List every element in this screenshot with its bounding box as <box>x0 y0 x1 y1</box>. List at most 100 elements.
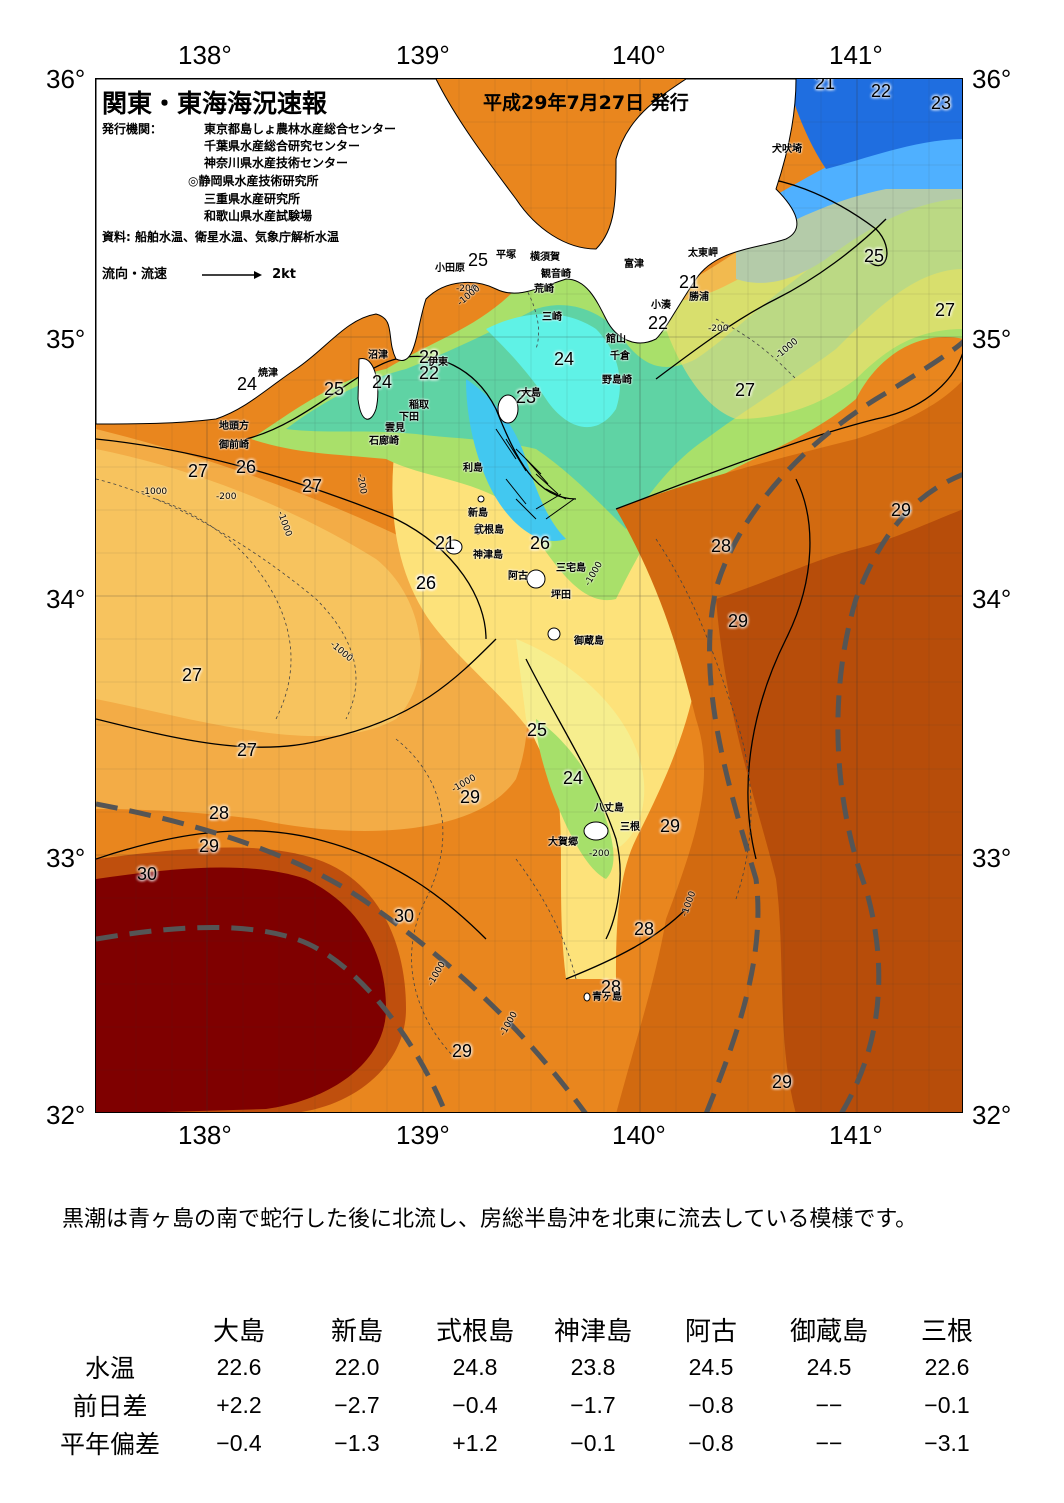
lat-left-35: 35° <box>46 324 86 354</box>
isotherm-label: 25 <box>527 720 548 740</box>
place-label: 沼津 <box>368 350 388 361</box>
table-cell: +2.2 <box>216 1391 262 1418</box>
col-header: 三根 <box>920 1315 973 1346</box>
isotherm-label: 24 <box>237 374 258 394</box>
lat-left-32: 32° <box>46 1100 86 1130</box>
place-label: 小田原 <box>435 263 465 274</box>
table-row: 水温 22.6 22.0 24.8 23.8 24.5 24.5 22.6 <box>40 1348 1006 1386</box>
table-cell: −0.4 <box>216 1429 262 1456</box>
isotherm-label: 26 <box>416 573 437 593</box>
sea-29-hot <box>716 509 962 1112</box>
isotherm-label: 28 <box>711 536 732 556</box>
kuroshio-axis <box>96 339 962 1112</box>
table-cell: −1.3 <box>334 1429 380 1456</box>
place-label: 阿古 <box>508 571 528 582</box>
map-graphic <box>96 79 962 1112</box>
lon-bottom-139: 139° <box>396 1120 450 1150</box>
sea-30-sw <box>96 867 386 1112</box>
isotherm-label: 25 <box>324 379 345 399</box>
sea-26-west <box>96 449 421 737</box>
island-kozushima <box>445 539 463 555</box>
place-label: 地頭方 <box>219 421 249 432</box>
place-label: 勝浦 <box>689 292 709 303</box>
isotherm-label: 26 <box>530 533 551 553</box>
lat-right-32: 32° <box>972 1100 1012 1130</box>
lon-bottom-140: 140° <box>612 1120 666 1150</box>
description-text: 黒潮は青ヶ島の南で蛇行した後に北流し、房総半島沖を北東に流去している模様です。 <box>62 1207 918 1232</box>
lat-left-34: 34° <box>46 584 86 614</box>
isotherm-label: 28 <box>601 977 622 997</box>
lon-bottom-141: 141° <box>829 1120 883 1150</box>
flow-legend-label: 流向・流速 <box>102 267 168 282</box>
island-niijima <box>474 523 482 535</box>
isotherm-label: 29 <box>772 1072 793 1092</box>
isotherm-label: 25 <box>468 250 489 270</box>
isotherm-label: 26 <box>416 573 437 593</box>
table-cell: −0.1 <box>570 1429 616 1456</box>
place-label: 伊東 <box>428 357 448 368</box>
place-label: 野島崎 <box>602 375 632 386</box>
place-label: 新島 <box>468 508 488 519</box>
isotherm-label: 30 <box>137 864 158 884</box>
table-cell: +1.2 <box>452 1429 498 1456</box>
place-label: 式根島 <box>474 525 504 536</box>
island-oshima <box>497 394 519 424</box>
lon-top-138: 138° <box>178 40 232 70</box>
table-cell: 22.0 <box>334 1353 380 1380</box>
isotherm-label: 27 <box>302 476 323 496</box>
col-header: 新島 <box>330 1315 383 1346</box>
place-label: 太東岬 <box>688 248 718 259</box>
place-label: 犬吠埼 <box>772 144 802 155</box>
isotherm-label: 21 <box>679 272 700 292</box>
table-header-row: 大島 新島 式根島 神津島 阿古 御蔵島 三根 <box>40 1310 1006 1348</box>
place-label: 焼津 <box>258 368 278 379</box>
isotherm-label: 23 <box>931 93 952 113</box>
lon-bottom-138: 138° <box>178 1120 232 1150</box>
isotherm-lines <box>96 176 962 980</box>
lat-left-33: 33° <box>46 843 86 873</box>
col-header: 式根島 <box>435 1315 514 1346</box>
place-label: 御蔵島 <box>574 636 604 647</box>
agency-item: 東京都島しょ農林水産総合センター <box>204 122 397 136</box>
isotherm-label: 21 <box>435 533 456 553</box>
isotherm-label: 26 <box>236 457 257 477</box>
place-label: 稲取 <box>409 400 429 411</box>
isotherm-label: 27 <box>735 380 756 400</box>
isotherm-label: 27 <box>935 300 956 320</box>
land-izu <box>357 358 379 420</box>
land-honshu <box>96 79 798 425</box>
place-label: 御前崎 <box>219 440 249 451</box>
agency-item: 和歌山県水産試験場 <box>204 209 313 223</box>
lat-right-35: 35° <box>972 324 1012 354</box>
col-header: 大島 <box>212 1315 265 1346</box>
place-label: 三崎 <box>542 312 562 323</box>
isotherm-label: 29 <box>199 836 220 856</box>
lon-top-140: 140° <box>612 40 666 70</box>
issue-date: 平成29年7月27日 発行 <box>483 92 689 114</box>
isotherm-label: 29 <box>660 816 681 836</box>
col-header: 阿古 <box>684 1315 737 1346</box>
place-label: 平塚 <box>496 250 516 261</box>
place-label: 利島 <box>463 463 483 474</box>
place-label: 大賀郷 <box>548 837 578 848</box>
isotherm-label: 27 <box>237 740 258 760</box>
isotherm-label: 29 <box>728 611 749 631</box>
flow-legend-scale: 2kt <box>272 267 296 282</box>
island-mikura <box>547 627 561 641</box>
table-cell: 24.5 <box>806 1353 852 1380</box>
table-cell: −2.7 <box>334 1391 380 1418</box>
flow-arrow-icon <box>201 270 262 279</box>
row-label: 水温 <box>84 1355 135 1383</box>
depth-label: -200 <box>708 324 729 334</box>
island-hachijo <box>583 821 609 841</box>
agency-item: 千葉県水産総合研究センター <box>204 139 361 153</box>
isotherm-label: 30 <box>394 906 415 926</box>
depth-label: -200 <box>589 849 610 859</box>
table-cell: −1.7 <box>570 1391 616 1418</box>
table-cell: −− <box>815 1429 843 1456</box>
place-label: 荒崎 <box>534 284 554 295</box>
isotherm-label: 23 <box>516 387 537 407</box>
isotherm-label: 29 <box>452 1041 473 1061</box>
place-label: 雲見 <box>385 423 405 434</box>
table-row: 前日差 +2.2 −2.7 −0.4 −1.7 −0.8 −− −0.1 <box>40 1386 1006 1424</box>
